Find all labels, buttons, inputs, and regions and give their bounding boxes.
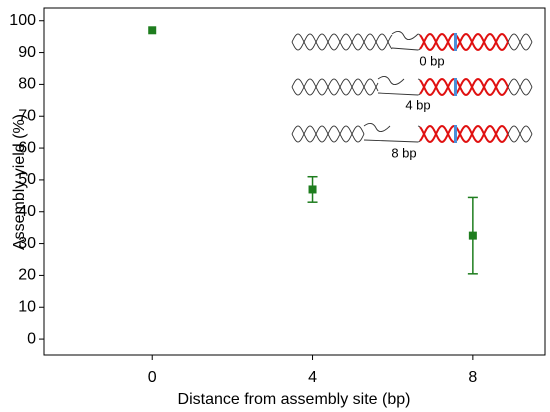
y-tick-label: 20 — [18, 267, 36, 284]
single-strand — [377, 92, 419, 96]
single-strand — [363, 123, 391, 132]
y-tick-label: 50 — [18, 171, 36, 188]
marker — [148, 26, 157, 35]
cut-site — [454, 33, 457, 51]
single-strand — [377, 76, 405, 85]
annotation: 0 bp — [419, 53, 444, 68]
single-strand — [391, 47, 419, 51]
helix-strand — [291, 33, 393, 51]
y-tick-label: 40 — [18, 203, 36, 220]
marker — [468, 231, 477, 240]
y-axis-label: Assembly yield (%) — [11, 114, 28, 250]
single-strand — [391, 31, 419, 40]
helix-strand — [291, 33, 393, 51]
cut-site — [454, 125, 457, 143]
helix-red — [419, 32, 509, 52]
inset-diagram: 0 bp 4 bp 8 bp — [291, 31, 533, 160]
x-tick-label: 8 — [468, 369, 477, 386]
y-tick-label: 30 — [18, 235, 36, 252]
helix-red — [419, 124, 509, 144]
helix-strand — [291, 125, 365, 143]
cut-site — [454, 78, 457, 96]
x-axis-label: Distance from assembly site (bp) — [178, 391, 411, 408]
y-tick-label: 10 — [18, 298, 36, 315]
single-strand — [363, 139, 419, 143]
plot-frame — [43, 7, 546, 356]
annotation: 8 bp — [391, 145, 416, 160]
x-tick-label: 0 — [148, 369, 157, 386]
x-tick-label: 4 — [308, 369, 317, 386]
helix-strand — [291, 78, 379, 96]
y-tick-label: 0 — [27, 330, 36, 347]
y-tick-label: 70 — [18, 107, 36, 124]
marker — [308, 185, 317, 194]
helix-strand — [291, 78, 379, 96]
y-tick-label: 90 — [18, 44, 36, 61]
y-tick-label: 80 — [18, 76, 36, 93]
helix-red — [419, 77, 509, 97]
y-tick-label: 60 — [18, 139, 36, 156]
y-tick-label: 100 — [9, 12, 36, 29]
helix-red — [419, 124, 509, 144]
helix-red — [419, 32, 509, 52]
helix-red — [419, 77, 509, 97]
annotation: 4 bp — [405, 97, 430, 112]
